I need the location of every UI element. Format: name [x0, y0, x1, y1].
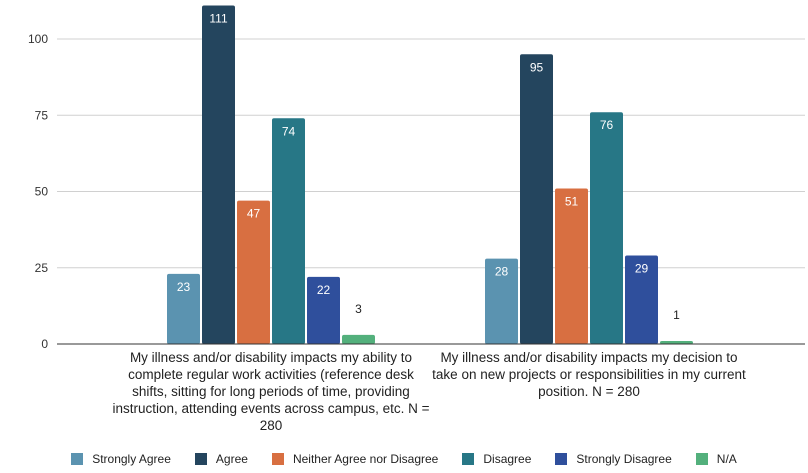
data-label: 74: [282, 124, 296, 138]
category-label-2: My illness and/or disability impacts my …: [432, 350, 746, 399]
y-tick-label: 0: [41, 337, 48, 351]
data-label: 111: [209, 11, 228, 25]
bar-strongly-disagree: [307, 276, 340, 344]
legend-item: N/A: [695, 452, 737, 466]
legend-label: Strongly Agree: [92, 452, 171, 466]
data-label: 51: [565, 194, 579, 208]
legend-label: Strongly Disagree: [576, 452, 672, 466]
bar-agree: [520, 54, 553, 344]
bar-agree: [202, 5, 235, 344]
bar-disagree: [272, 118, 305, 344]
legend-item: Strongly Disagree: [555, 452, 672, 466]
data-label: 47: [247, 207, 261, 221]
bar-disagree: [590, 112, 623, 344]
legend-swatch: [271, 453, 284, 465]
bar-n-a: [342, 334, 375, 344]
bar-strongly-agree: [167, 273, 200, 344]
bar-n-a: [660, 340, 693, 344]
y-tick-label: 50: [35, 185, 49, 199]
data-label: 29: [635, 262, 649, 276]
data-label: 22: [317, 283, 331, 297]
legend-swatch: [71, 453, 84, 465]
legend-item: Neither Agree nor Disagree: [271, 452, 439, 466]
legend: Strongly Agree Agree Neither Agree nor Dis…: [0, 452, 808, 466]
y-tick-label: 75: [35, 108, 49, 122]
legend-label: Neither Agree nor Disagree: [292, 452, 439, 466]
legend-item: Strongly Agree: [71, 452, 171, 466]
data-label: 95: [530, 60, 544, 74]
data-label: 28: [495, 265, 509, 279]
legend-item: Agree: [194, 452, 248, 466]
legend-swatch: [695, 453, 708, 465]
legend-label: Disagree: [483, 452, 532, 466]
data-label: 3: [355, 302, 362, 316]
legend-swatch: [194, 453, 207, 465]
y-tick-label: 25: [35, 261, 49, 275]
category-label-1: My illness and/or disability impacts my …: [112, 350, 430, 433]
data-label: 1: [673, 308, 680, 322]
legend-label: Agree: [215, 452, 248, 466]
data-label: 23: [177, 280, 191, 294]
legend-swatch: [555, 453, 568, 465]
bar-strongly-disagree: [625, 255, 658, 344]
legend-label: N/A: [716, 452, 737, 466]
legend-swatch: [462, 453, 475, 465]
bar-strongly-agree: [485, 258, 518, 344]
data-label: 76: [600, 118, 614, 132]
bar-neither-agree-nor-disagree: [237, 200, 270, 344]
bar-neither-agree-nor-disagree: [555, 188, 588, 344]
y-tick-label: 100: [28, 32, 48, 46]
legend-item: Disagree: [462, 452, 531, 466]
